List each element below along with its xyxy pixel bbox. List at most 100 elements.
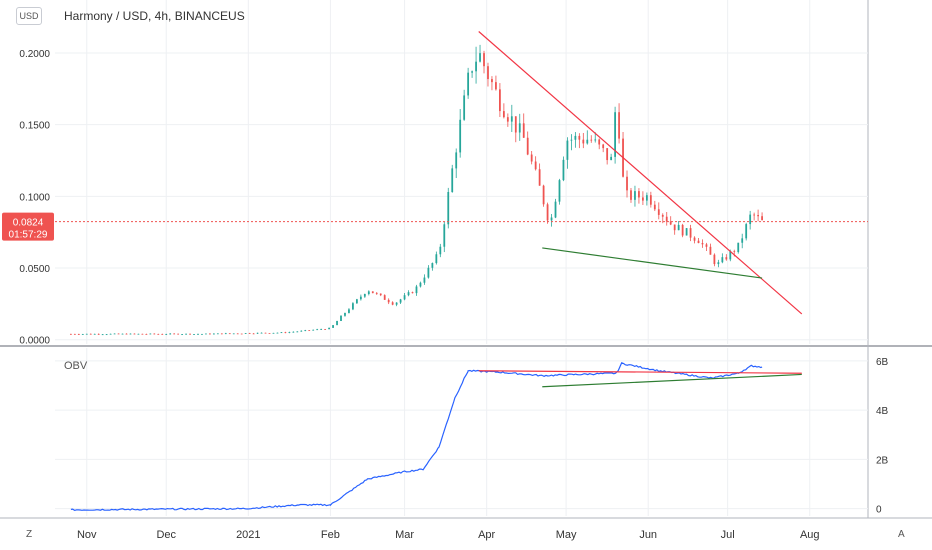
candle-body — [586, 139, 589, 144]
candle-body — [741, 238, 744, 243]
candle-body — [614, 112, 616, 157]
candle-body — [514, 116, 517, 133]
candle-body — [383, 295, 386, 300]
candle-body — [737, 242, 740, 253]
candle-body — [550, 217, 553, 221]
candle-body — [498, 89, 501, 112]
candle-body — [618, 112, 620, 139]
candle-body — [304, 330, 307, 332]
candle-body — [336, 321, 338, 326]
price-resistance-trendline[interactable] — [478, 31, 803, 315]
candle-body — [189, 333, 191, 335]
candle-body — [284, 332, 287, 334]
candle-body — [316, 329, 319, 331]
obv-indicator-label[interactable]: OBV — [64, 360, 88, 372]
obv-series-line[interactable] — [70, 362, 763, 512]
candle-body — [73, 333, 76, 335]
candle-body — [689, 228, 692, 238]
candle-body — [161, 334, 164, 335]
candle-body — [201, 333, 203, 335]
candle-body — [244, 333, 247, 334]
candle-body — [137, 333, 140, 335]
candle-body — [308, 330, 311, 332]
obv-resistance-trendline[interactable] — [478, 370, 802, 374]
candle-body — [491, 79, 493, 83]
candle-body — [602, 144, 605, 149]
candle-body — [546, 204, 549, 221]
candle-body — [165, 334, 168, 335]
candle-body — [419, 282, 422, 287]
currency-button[interactable]: USD — [16, 7, 42, 25]
x-tick-label: Nov — [77, 529, 97, 541]
candle-body — [256, 332, 259, 334]
price-support-trendline[interactable] — [542, 247, 763, 279]
chart-title: Harmony / USD, 4h, BINANCEUS — [64, 9, 245, 23]
obv-tick-label: 2B — [876, 455, 889, 466]
candle-body — [93, 333, 96, 335]
candle-body — [344, 312, 346, 316]
candle-body — [753, 214, 756, 216]
candle-body — [483, 53, 485, 67]
candle-body — [427, 267, 430, 278]
candle-body — [296, 331, 299, 333]
candle-body — [324, 329, 327, 330]
obv-support-trendline[interactable] — [542, 373, 802, 388]
candle-body — [348, 309, 350, 313]
candle-body — [661, 214, 664, 217]
candle-body — [224, 333, 227, 335]
candle-body — [272, 332, 275, 334]
candle-body — [141, 333, 144, 335]
candle-body — [129, 333, 132, 335]
candle-body — [415, 286, 418, 294]
candle-body — [125, 333, 128, 335]
candle-body — [693, 237, 696, 241]
candle-body — [526, 137, 529, 155]
candle-body — [701, 243, 704, 245]
candle-body — [379, 293, 382, 296]
candle-body — [220, 333, 223, 335]
candle-body — [606, 148, 609, 161]
auto-scale-button[interactable]: A — [898, 529, 905, 540]
candle-body — [387, 299, 390, 303]
candle-body — [236, 333, 239, 335]
candle-body — [534, 161, 537, 170]
candle-body — [288, 332, 291, 333]
candle-body — [423, 277, 426, 283]
zoom-reset-button[interactable]: Z — [26, 529, 33, 540]
candle-body — [594, 139, 597, 141]
candle-body — [276, 332, 279, 334]
candle-body — [510, 116, 513, 122]
last-price-label: 0.0824 — [13, 218, 44, 229]
candle-body — [109, 333, 112, 335]
candle-body — [375, 293, 378, 294]
candle-body — [395, 302, 398, 305]
candle-body — [216, 333, 219, 335]
candle-body — [153, 333, 156, 335]
candle-body — [407, 292, 410, 296]
candle-body — [411, 292, 414, 294]
x-tick-label: 2021 — [236, 529, 260, 541]
candle-body — [522, 123, 525, 138]
candle-body — [757, 215, 759, 217]
candle-body — [578, 135, 581, 140]
candle-body — [359, 296, 362, 300]
price-tick-label: 0.2000 — [19, 49, 50, 60]
candle-body — [185, 333, 187, 335]
x-tick-label: Dec — [156, 529, 176, 541]
candle-body — [582, 139, 585, 144]
x-tick-label: May — [556, 529, 577, 541]
candle-body — [340, 315, 342, 322]
candle-body — [538, 169, 541, 186]
candle-body — [638, 191, 640, 198]
candle-body — [479, 53, 481, 62]
candle-body — [673, 224, 676, 231]
candle-body — [717, 262, 720, 265]
candle-body — [248, 333, 251, 334]
last-price-tag — [2, 212, 54, 241]
candle-body — [252, 333, 255, 335]
candle-body — [77, 334, 80, 335]
candle-body — [653, 204, 656, 210]
